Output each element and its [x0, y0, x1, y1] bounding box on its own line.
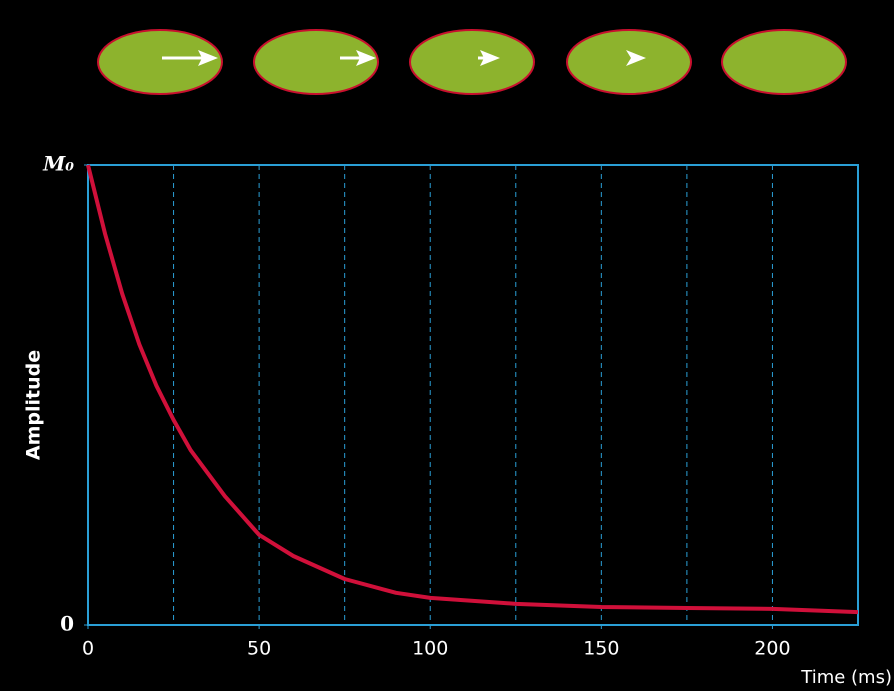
arrow-head	[198, 50, 218, 66]
arrow-head	[626, 50, 646, 66]
arrows	[162, 50, 646, 66]
ellipse	[721, 29, 847, 95]
y-tick-label: M₀	[42, 152, 74, 176]
arrow-head	[356, 50, 376, 66]
x-tick-label: 0	[82, 638, 94, 660]
x-tick-label: 50	[247, 638, 271, 660]
y-axis-label: Amplitude	[23, 350, 45, 460]
x-tick-label: 200	[754, 638, 790, 660]
y-tick-label: 0	[60, 612, 74, 636]
spin-ellipses	[97, 29, 847, 95]
ellipse	[97, 29, 223, 95]
x-tick-label: 100	[412, 638, 448, 660]
arrow-head	[480, 50, 500, 66]
x-tick-label: 150	[583, 638, 619, 660]
ellipse	[253, 29, 379, 95]
plot-frame	[87, 164, 859, 626]
decay-curve	[86, 164, 859, 615]
ellipse	[409, 29, 535, 95]
x-axis-label: Time (ms)	[800, 667, 892, 688]
